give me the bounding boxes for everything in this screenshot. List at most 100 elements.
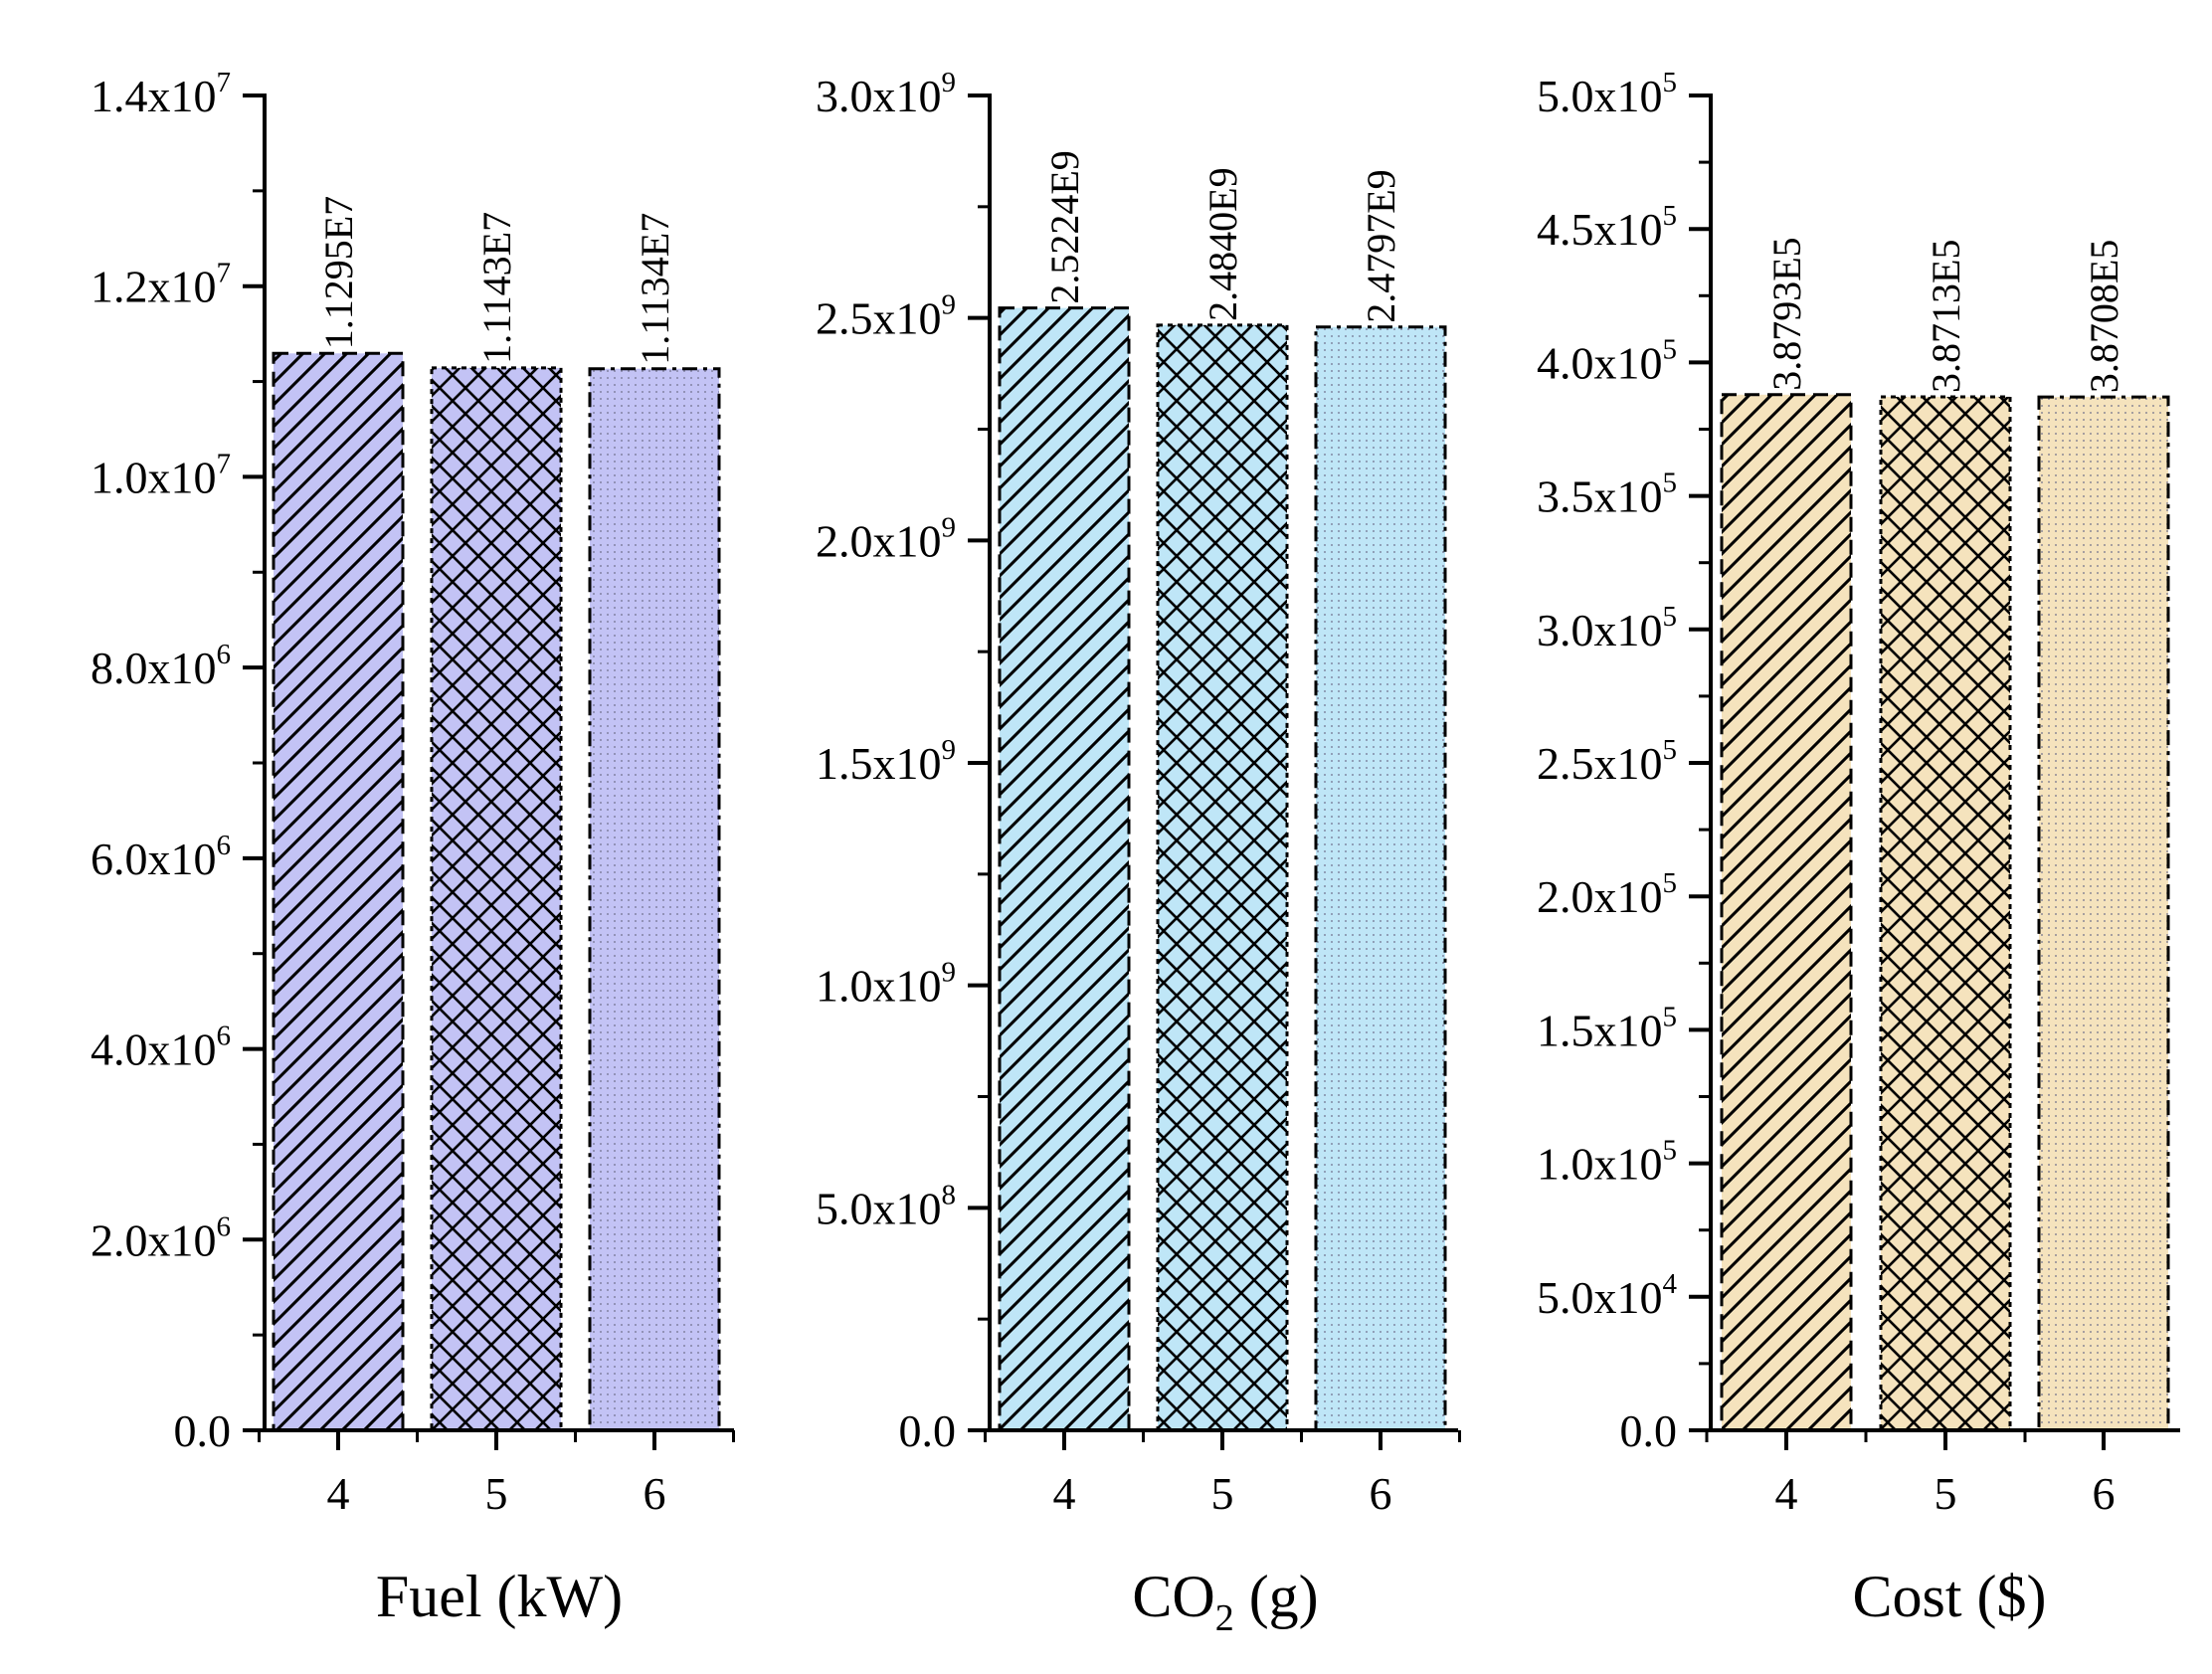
bar-pattern [1722,394,1851,1430]
y-tick-label: 3.0x109 [816,67,956,121]
y-tick-label: 3.0x105 [1537,601,1677,655]
y-tick-mantissa: 6.0x10 [91,834,217,884]
data-label: 3.8793E5 [1764,237,1809,390]
y-tick-exponent: 7 [217,67,232,98]
data-label: 1.1143E7 [474,212,519,364]
x-tick-label: 6 [1370,1468,1392,1519]
bar-4 [1720,393,1853,1432]
y-tick-exponent: 5 [1663,67,1678,98]
y-tick-exponent: 5 [1663,467,1678,499]
y-tick-mantissa: 1.0x10 [1537,1139,1663,1190]
y-tick-label: 2.5x105 [1537,734,1677,789]
data-label: 1.1295E7 [316,196,361,349]
y-tick-exponent: 9 [942,957,957,989]
bar-5 [430,366,563,1432]
y-tick-exponent: 6 [217,1210,232,1242]
y-tick-mantissa: 4.0x10 [1537,337,1663,388]
y-tick-label: 0.0 [174,1405,232,1456]
y-tick-exponent: 9 [942,734,957,766]
chart-panel-1: 1.1295E7 1.1143E7 1.1134E70.02.0x1064.0x10… [91,67,735,1629]
y-tick-exponent: 6 [217,639,232,670]
x-tick-label: 6 [2093,1468,2116,1519]
y-tick-mantissa: 2.5x10 [816,293,942,344]
bar-pattern [590,368,719,1430]
y-tick-mantissa: 1.0x10 [91,452,217,502]
y-tick-mantissa: 1.5x10 [1537,1005,1663,1055]
y-tick-mantissa: 2.0x10 [91,1214,217,1265]
bar-6 [588,367,721,1432]
data-label: 3.8713E5 [1924,240,1968,393]
y-tick-exponent: 5 [1663,1135,1678,1167]
x-tick-label: 4 [1775,1468,1798,1519]
y-tick-label: 1.0x109 [816,957,956,1012]
y-tick-exponent: 5 [1663,601,1678,633]
chart-panel-2: 2.5224E9 2.4840E9 2.4797E9 0.0 5.0x108 1.0x10… [816,67,1461,1639]
y-tick-label: 4.0x106 [91,1021,231,1075]
y-tick-mantissa: 0.0 [899,1405,957,1456]
y-tick-exponent: 5 [1663,1001,1678,1032]
y-tick-exponent: 6 [217,1021,232,1052]
x-axis-label-text: Cost ($) [1853,1564,2047,1629]
bar-4 [998,306,1131,1432]
data-label: 3.8708E5 [2082,240,2126,393]
x-axis-label: Fuel (kW) [376,1564,623,1629]
y-tick-mantissa: 5.0x10 [1537,1272,1663,1323]
y-tick-mantissa: 4.0x10 [91,1024,217,1075]
x-axis-label-main: CO [1132,1564,1214,1629]
bar-pattern [274,353,403,1430]
y-tick-mantissa: 2.0x10 [816,515,942,566]
bar-pattern [1881,396,2010,1430]
y-tick-label: 4.5x105 [1537,200,1677,255]
y-tick-exponent: 5 [1663,734,1678,766]
y-tick-label: 2.5x109 [816,289,956,344]
y-tick-label: 5.0x105 [1537,67,1677,121]
chart-panel-3: 3.8793E5 3.8713E5 3.8708E50.05.0x1041.0x10… [1537,67,2180,1629]
y-tick-mantissa: 1.4x10 [91,71,217,121]
y-tick-exponent: 4 [1663,1268,1678,1300]
y-tick-mantissa: 5.0x10 [816,1183,942,1233]
y-tick-exponent: 8 [942,1179,957,1210]
y-tick-label: 1.5x109 [816,734,956,789]
bar-6 [1314,325,1447,1432]
y-tick-mantissa: 2.5x10 [1537,738,1663,789]
y-tick-label: 3.5x105 [1537,467,1677,522]
y-tick-label: 1.4x107 [91,67,231,121]
x-tick-label: 5 [1935,1468,1957,1519]
bar-outline [1156,323,1289,1432]
data-label: 2.4840E9 [1200,167,1245,320]
y-tick-mantissa: 1.5x10 [816,738,942,789]
bar-outline [1720,393,1853,1432]
y-tick-label: 2.0x106 [91,1210,231,1265]
y-tick-label: 8.0x106 [91,639,231,693]
bar-pattern [2039,397,2168,1430]
y-tick-mantissa: 4.5x10 [1537,204,1663,255]
y-tick-exponent: 7 [217,448,232,479]
y-tick-exponent: 9 [942,289,957,321]
y-tick-label: 2.0x105 [1537,867,1677,922]
x-axis-label-subscript: 2 [1215,1597,1234,1639]
x-tick-label: 5 [1211,1468,1234,1519]
bar-pattern [1000,307,1129,1431]
y-tick-mantissa: 3.5x10 [1537,471,1663,522]
x-tick-label: 6 [644,1468,666,1519]
y-tick-mantissa: 1.2x10 [91,262,217,312]
bar-5 [1156,323,1289,1432]
y-tick-exponent: 7 [217,258,232,289]
bar-pattern [432,367,561,1430]
y-tick-exponent: 9 [942,67,957,98]
y-tick-mantissa: 0.0 [1620,1405,1678,1456]
x-axis-label: Cost ($) [1853,1564,2047,1629]
y-tick-exponent: 9 [942,511,957,543]
y-tick-label: 1.5x105 [1537,1001,1677,1055]
bar-pattern [1158,324,1287,1431]
data-label: 2.5224E9 [1042,150,1087,303]
y-tick-label: 0.0 [899,1405,957,1456]
y-tick-label: 2.0x109 [816,511,956,566]
bar-5 [1879,395,2012,1432]
bar-4 [272,351,405,1432]
x-axis-label-text: Fuel (kW) [376,1564,623,1629]
y-tick-exponent: 5 [1663,200,1678,232]
y-tick-mantissa: 3.0x10 [1537,605,1663,655]
y-tick-label: 4.0x105 [1537,333,1677,388]
